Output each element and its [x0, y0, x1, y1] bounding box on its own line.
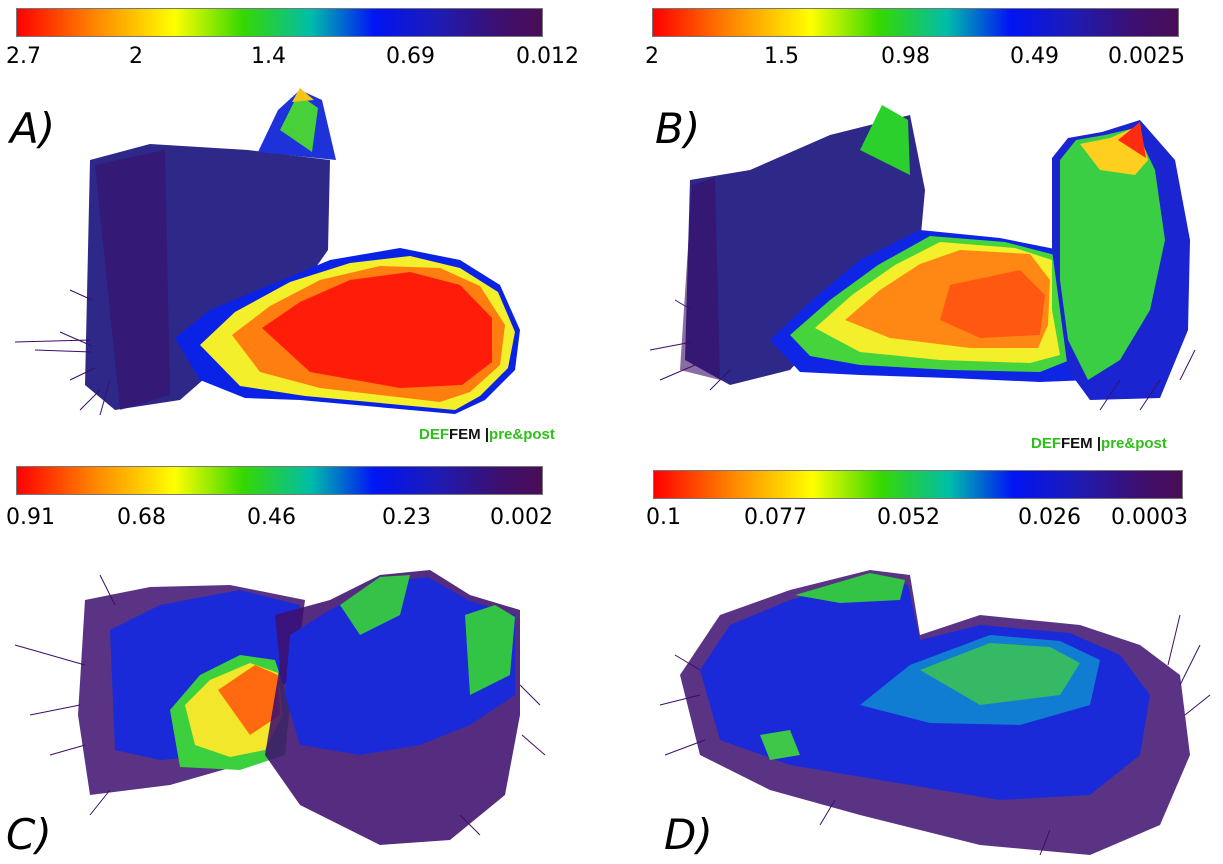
colorbar-a-tick: 0.012 — [516, 44, 579, 69]
colorbar-b-tick: 0.49 — [1010, 44, 1059, 69]
panel-label-a: A) — [10, 104, 56, 153]
colorbar-b-tick: 2 — [645, 44, 659, 69]
colorbar-b-tick: 0.0025 — [1108, 44, 1185, 69]
watermark-b: DEFFEM |pre&post — [1031, 435, 1167, 452]
colorbar-c — [16, 466, 543, 495]
colorbar-b-ticks: 2 1.5 0.98 0.49 0.0025 — [0, 42, 1223, 72]
colorbar-a-tick: 1.4 — [251, 44, 286, 69]
colorbar-a-tick: 2 — [129, 44, 143, 69]
colorbar-b-tick: 0.98 — [881, 44, 930, 69]
colorbar-d-tick: 0.077 — [744, 505, 807, 530]
vis-b-shapes — [680, 105, 1190, 400]
colorbar-d-tick: 0.026 — [1018, 505, 1081, 530]
colorbar-c-tick: 0.46 — [247, 505, 296, 530]
vis-c-shapes — [78, 570, 520, 845]
colorbar-d-tick: 0.0003 — [1111, 505, 1188, 530]
vis-d-shapes — [680, 570, 1190, 855]
colorbar-c-tick: 0.91 — [6, 505, 55, 530]
colorbar-d-tick: 0.052 — [877, 505, 940, 530]
colorbar-b — [652, 8, 1179, 37]
vis-d-hairs — [659, 614, 1211, 856]
colorbar-d-ticks: 0.1 0.077 0.052 0.026 0.0003 — [0, 503, 1223, 533]
visualization-a — [14, 88, 520, 416]
colorbar-a-tick: 2.7 — [6, 44, 41, 69]
vis-a-shapes — [85, 88, 520, 414]
panel-label-b: B) — [655, 104, 701, 153]
watermark-a: DEFFEM |pre&post — [419, 426, 555, 443]
panel-label-c: C) — [6, 810, 52, 859]
visualization-b — [649, 105, 1196, 411]
panel-label-d: D) — [664, 810, 713, 859]
colorbar-a — [16, 8, 543, 37]
colorbar-d-tick: 0.1 — [646, 505, 681, 530]
visualization-d — [659, 570, 1211, 856]
visualization-c — [14, 570, 546, 845]
colorbar-c-tick: 0.23 — [382, 505, 431, 530]
colorbar-b-tick: 1.5 — [764, 44, 799, 69]
vis-b-hairs — [649, 299, 1196, 411]
vis-a-hairs — [14, 289, 111, 416]
vis-c-hairs — [14, 574, 546, 836]
colorbar-a-ticks: 2.7 2 1.4 0.69 0.012 — [0, 42, 600, 72]
colorbar-d — [653, 470, 1183, 499]
colorbar-c-ticks: 0.91 0.68 0.46 0.23 0.002 — [0, 503, 600, 533]
colorbar-c-tick: 0.68 — [117, 505, 166, 530]
colorbar-c-tick: 0.002 — [490, 505, 553, 530]
colorbar-a-tick: 0.69 — [386, 44, 435, 69]
